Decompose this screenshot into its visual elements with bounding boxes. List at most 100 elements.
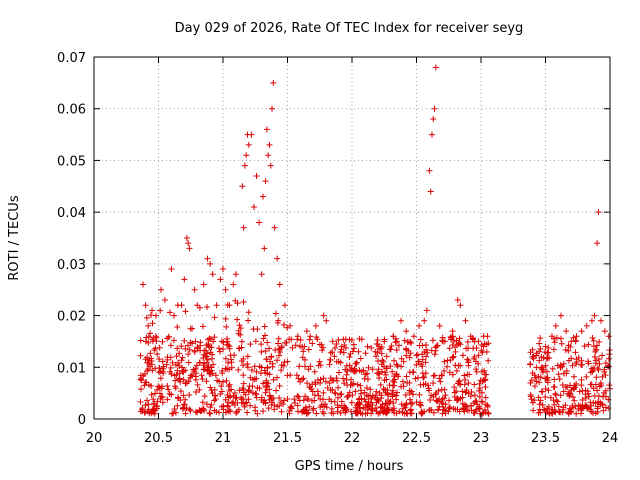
data-point xyxy=(476,405,483,412)
data-point xyxy=(156,356,163,363)
data-point xyxy=(267,162,274,169)
data-point xyxy=(527,361,534,368)
data-point xyxy=(377,403,384,410)
x-axis-label: GPS time / hours xyxy=(295,459,404,474)
data-point xyxy=(606,382,613,389)
data-point xyxy=(369,407,376,414)
data-point xyxy=(150,407,157,414)
data-point xyxy=(203,401,210,408)
data-point xyxy=(372,404,379,411)
data-point xyxy=(551,401,558,408)
data-point xyxy=(207,404,214,411)
data-point xyxy=(485,357,492,364)
data-point xyxy=(245,396,252,403)
data-point xyxy=(348,408,355,415)
data-point xyxy=(281,397,288,404)
data-point xyxy=(410,333,417,340)
data-point xyxy=(186,392,193,399)
data-point xyxy=(452,343,459,350)
data-point xyxy=(398,355,405,362)
data-point xyxy=(306,336,313,343)
data-point xyxy=(271,406,278,413)
data-point xyxy=(198,372,205,379)
data-point xyxy=(321,403,328,410)
data-point xyxy=(571,373,578,380)
data-point xyxy=(258,341,265,348)
data-point xyxy=(431,351,438,358)
data-point xyxy=(274,357,281,364)
data-point xyxy=(476,405,483,412)
data-point xyxy=(401,402,408,409)
data-point xyxy=(327,356,334,363)
data-point xyxy=(542,393,549,400)
data-point xyxy=(576,388,583,395)
data-point xyxy=(527,380,534,387)
data-point xyxy=(287,322,294,329)
data-point xyxy=(532,374,539,381)
data-point xyxy=(482,401,489,408)
data-point xyxy=(203,353,210,360)
data-point xyxy=(193,362,200,369)
data-point xyxy=(239,183,246,190)
data-point xyxy=(222,365,229,372)
data-point xyxy=(240,380,247,387)
data-point xyxy=(216,409,223,416)
data-point xyxy=(373,353,380,360)
data-point xyxy=(428,392,435,399)
data-point xyxy=(277,399,284,406)
data-point xyxy=(275,335,282,342)
data-point xyxy=(578,376,585,383)
data-point xyxy=(423,353,430,360)
grid-lines xyxy=(94,57,610,419)
data-point xyxy=(364,401,371,408)
data-point xyxy=(362,405,369,412)
data-point xyxy=(275,317,282,324)
data-point xyxy=(599,373,606,380)
data-point xyxy=(252,407,259,414)
data-point xyxy=(473,406,480,413)
data-point xyxy=(417,336,424,343)
data-point xyxy=(423,341,430,348)
data-point xyxy=(596,383,603,390)
data-point xyxy=(452,348,459,355)
data-point xyxy=(442,392,449,399)
data-point xyxy=(432,347,439,354)
data-point xyxy=(234,408,241,415)
data-point xyxy=(437,378,444,385)
data-point xyxy=(399,409,406,416)
data-point xyxy=(337,349,344,356)
data-point xyxy=(543,355,550,362)
data-point xyxy=(261,245,268,252)
data-point xyxy=(240,372,247,379)
data-point xyxy=(430,409,437,416)
axis-ticks: 20 20.5 21 21.5 22 22.5 23 23.5 24 0 0.01 0.02 0.03 0… xyxy=(57,51,618,446)
data-point xyxy=(249,376,256,383)
data-point xyxy=(449,328,456,335)
data-point xyxy=(258,364,265,371)
data-point xyxy=(250,203,257,210)
data-point xyxy=(444,363,451,370)
data-point xyxy=(383,376,390,383)
data-point xyxy=(169,359,176,366)
data-point xyxy=(565,357,572,364)
data-point xyxy=(267,393,274,400)
data-point xyxy=(240,224,247,231)
data-point xyxy=(317,404,324,411)
data-point xyxy=(312,322,319,329)
data-point xyxy=(539,401,546,408)
data-point xyxy=(201,366,208,373)
data-point xyxy=(183,235,190,241)
data-point xyxy=(335,384,342,391)
data-point xyxy=(157,368,164,375)
data-point xyxy=(551,376,558,383)
data-point xyxy=(249,389,256,396)
data-point xyxy=(591,312,598,319)
data-point xyxy=(186,346,193,353)
data-point xyxy=(219,367,226,374)
data-point xyxy=(194,344,201,351)
data-point xyxy=(536,357,543,364)
data-point xyxy=(584,388,591,395)
data-point xyxy=(275,340,282,347)
data-point xyxy=(349,392,356,399)
data-point xyxy=(220,266,226,273)
